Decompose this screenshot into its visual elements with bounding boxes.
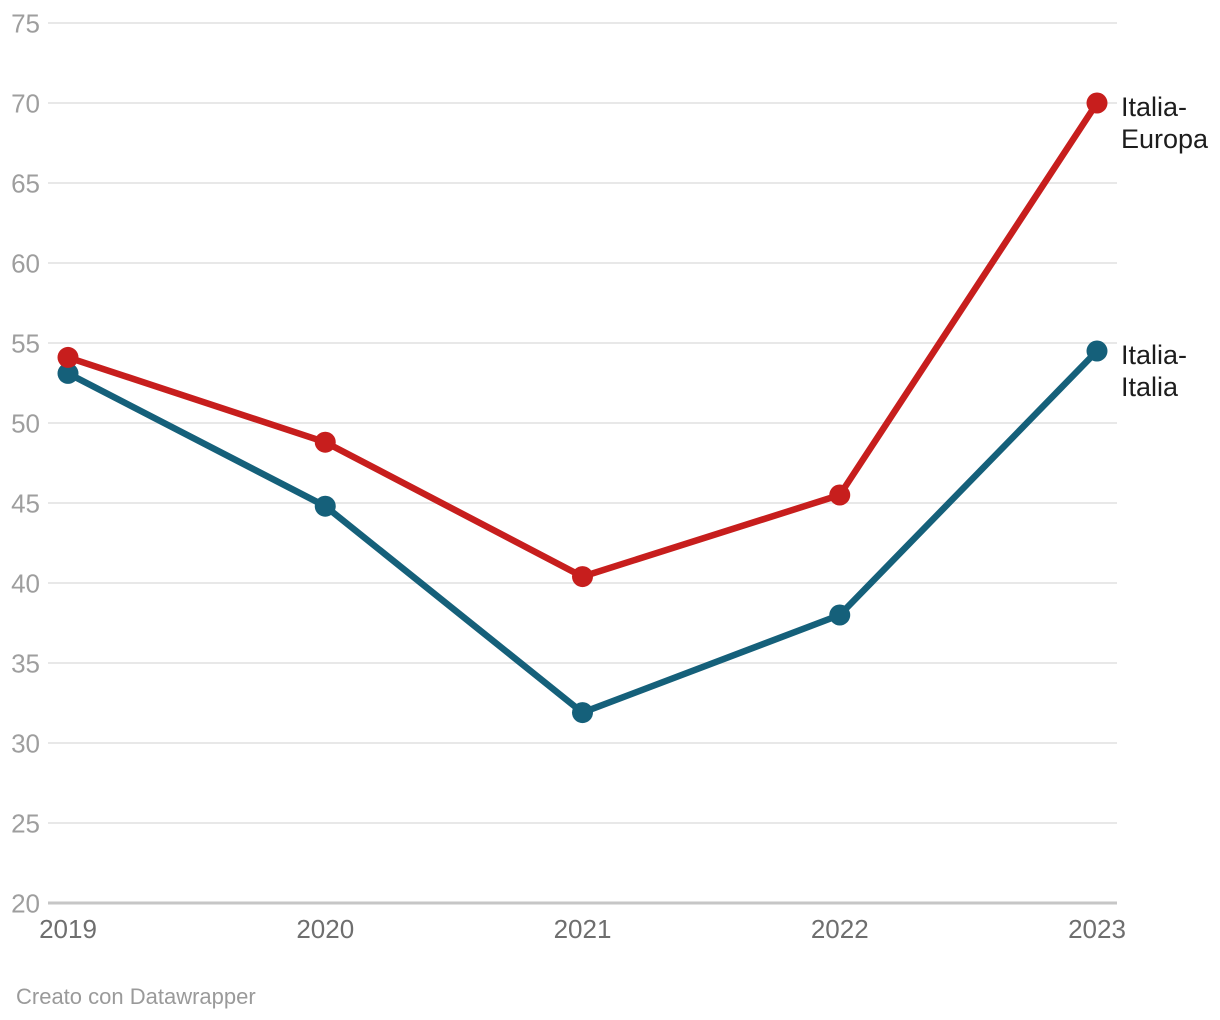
series-label-italia-italia: Italia-Italia (1121, 340, 1188, 402)
y-tick-label: 25 (11, 809, 40, 839)
data-point[interactable] (314, 431, 336, 453)
data-point[interactable] (57, 346, 79, 368)
x-tick-label: 2021 (554, 914, 612, 944)
data-point[interactable] (572, 566, 593, 588)
data-point[interactable] (57, 362, 79, 384)
y-tick-label: 35 (11, 649, 40, 679)
y-tick-label: 45 (11, 489, 40, 519)
data-point[interactable] (1086, 92, 1108, 114)
y-tick-label: 20 (11, 889, 40, 919)
y-tick-label: 60 (11, 249, 40, 279)
y-tick-label: 70 (11, 89, 40, 119)
data-point[interactable] (1086, 340, 1108, 362)
y-tick-label: 40 (11, 569, 40, 599)
x-tick-label: 2020 (296, 914, 354, 944)
data-point[interactable] (314, 495, 336, 517)
attribution-link[interactable]: Creato con Datawrapper (16, 984, 256, 1009)
x-tick-label: 2019 (39, 914, 97, 944)
data-point[interactable] (572, 702, 593, 724)
y-tick-label: 50 (11, 409, 40, 439)
data-point[interactable] (829, 604, 851, 626)
y-tick-label: 65 (11, 169, 40, 199)
x-tick-label: 2023 (1068, 914, 1126, 944)
series-label-italia-europa: Italia-Europa (1121, 92, 1209, 154)
y-tick-label: 75 (11, 9, 40, 39)
y-tick-label: 55 (11, 329, 40, 359)
y-tick-label: 30 (11, 729, 40, 759)
data-point[interactable] (829, 484, 851, 506)
x-tick-label: 2022 (811, 914, 869, 944)
